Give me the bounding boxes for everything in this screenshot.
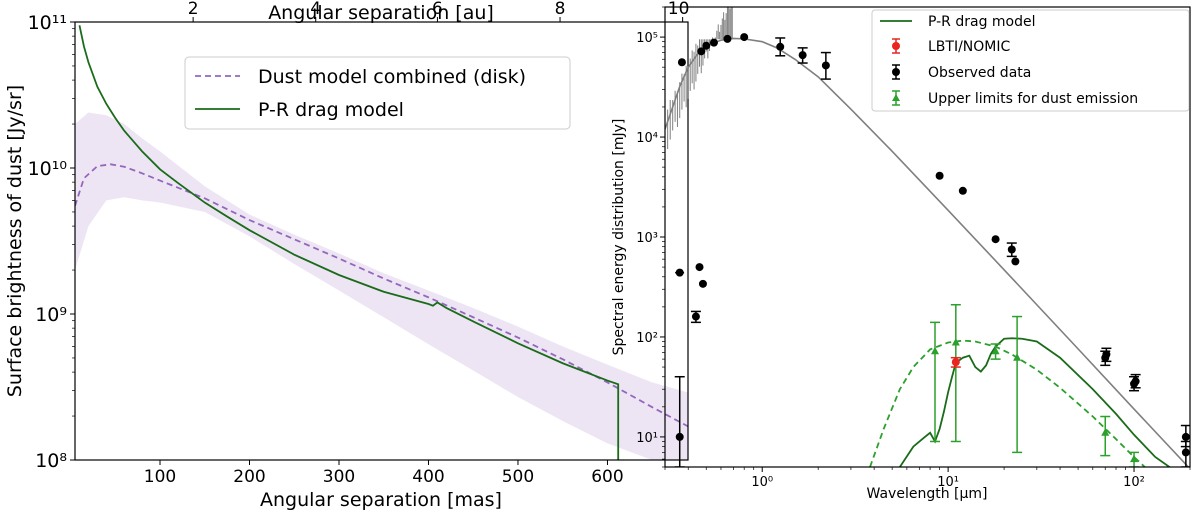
- left-y-tick-label: 10⁹: [35, 304, 67, 326]
- right-ticks: 10⁰ 10¹ 10² 10¹ 10² 10³ 10⁴ 10⁵: [636, 6, 1191, 490]
- upper-limits-model-line: [869, 339, 1147, 467]
- observed-point: [1101, 347, 1112, 363]
- right-y-tick-label: 10⁵: [636, 31, 658, 46]
- right-points-group: [674, 33, 1190, 467]
- legend-label-observed: Observed data: [928, 65, 1031, 81]
- upper-limit-point: [1012, 315, 1023, 454]
- left-axes-frame: [74, 21, 689, 461]
- observed-point: [723, 34, 732, 43]
- left-ticks: 100 200 300 400 500 600 2 4 6 8 10 10⁸ 10⁹ 10¹⁰ 10¹¹: [28, 0, 690, 487]
- legend-label-pr-drag: P-R drag model: [258, 99, 404, 121]
- right-y-axis-title: Spectral energy distribution [mJy]: [611, 119, 627, 356]
- observed-point: [740, 33, 749, 42]
- dust-band-area: [75, 112, 688, 460]
- observed-point: [697, 47, 706, 56]
- left-y-tick-label: 10¹⁰: [28, 158, 67, 180]
- legend-label-upper-limits: Upper limits for dust emission: [928, 91, 1138, 107]
- upper-limit-point: [1129, 451, 1140, 467]
- left-y-tick-label: 10⁸: [35, 450, 67, 472]
- right-series-group: [665, 7, 1190, 467]
- pr-drag-line-left: [78, 25, 620, 460]
- legend-label-dust-model: Dust model combined (disk): [258, 66, 526, 88]
- left-y-axis-title: Surface brightness of dust [Jy/sr]: [4, 85, 26, 397]
- left-x-tick-label: 100: [144, 467, 176, 487]
- left-chart: 100 200 300 400 500 600 2 4 6 8 10 10⁸ 10⁹ 10¹⁰ 10¹¹ D…: [4, 0, 689, 511]
- observed-point: [677, 58, 686, 67]
- upper-limit-point: [930, 321, 941, 443]
- left-top-tick-label: 2: [188, 0, 199, 19]
- left-legend: Dust model combined (disk) P-R drag mode…: [184, 56, 571, 130]
- observed-point: [702, 41, 711, 50]
- observed-point: [690, 310, 701, 324]
- legend-swatch-lbti: [892, 38, 900, 54]
- legend-label-pr-drag-right: P-R drag model: [928, 14, 1036, 30]
- lbti-point: [950, 356, 961, 368]
- observed-point: [935, 171, 944, 180]
- left-top-tick-label: 4: [310, 0, 321, 19]
- observed-point: [1130, 373, 1141, 389]
- right-x-tick-label: 10²: [1123, 475, 1145, 490]
- right-x-tick-label: 10¹: [937, 475, 959, 490]
- observed-point: [695, 263, 704, 272]
- observed-point: [1180, 440, 1190, 467]
- right-legend-box: [871, 9, 1190, 112]
- dust-model-line: [75, 163, 688, 428]
- observed-point: [698, 279, 707, 288]
- left-x-tick-label: 300: [323, 467, 355, 487]
- left-x-tick-label: 600: [591, 467, 623, 487]
- legend-label-lbti: LBTI/NOMIC: [928, 39, 1011, 55]
- observed-point: [674, 375, 685, 467]
- right-x-axis-title: Wavelength [μm]: [867, 486, 988, 502]
- right-y-tick-label: 10¹: [636, 431, 658, 446]
- left-legend-box: [184, 56, 571, 130]
- observed-point: [1011, 257, 1020, 266]
- observed-point: [820, 51, 831, 80]
- legend-swatch-upper-limits: [892, 90, 900, 106]
- left-top-tick-label: 6: [432, 0, 443, 19]
- observed-point: [991, 235, 1000, 244]
- upper-limit-point: [1100, 415, 1111, 457]
- legend-swatch-observed: [892, 64, 900, 80]
- stellar-photosphere-line: [665, 37, 1190, 467]
- left-top-axis-title: Angular separation [au]: [268, 2, 494, 24]
- observed-point: [958, 186, 967, 195]
- left-y-tick-label: 10¹¹: [28, 12, 67, 34]
- left-top-tick-label: 10: [668, 0, 690, 19]
- right-chart: 10⁰ 10¹ 10² 10¹ 10² 10³ 10⁴ 10⁵ P-R drag model …: [611, 6, 1191, 502]
- right-y-tick-label: 10³: [636, 231, 658, 246]
- right-y-tick-label: 10⁴: [636, 131, 658, 146]
- left-x-axis-title: Angular separation [mas]: [260, 489, 502, 511]
- observed-point: [675, 268, 685, 277]
- photosphere-noise: [665, 7, 733, 150]
- right-y-tick-label: 10²: [636, 331, 658, 346]
- right-legend: P-R drag model LBTI/NOMIC Observed data: [871, 9, 1190, 112]
- left-series-group: [75, 25, 688, 460]
- observed-point: [1006, 242, 1017, 258]
- left-x-tick-label: 400: [412, 467, 444, 487]
- observed-point: [775, 37, 786, 57]
- left-x-tick-label: 500: [502, 467, 534, 487]
- left-top-tick-label: 8: [555, 0, 566, 19]
- right-x-tick-label: 10⁰: [751, 475, 773, 490]
- upper-limit-point: [990, 343, 1001, 360]
- observed-point: [709, 38, 718, 47]
- upper-limit-point: [950, 303, 961, 443]
- left-x-tick-label: 200: [233, 467, 265, 487]
- observed-point: [797, 47, 808, 64]
- pr-drag-line-right: [899, 337, 1172, 467]
- dust-model-uncertainty-band: [75, 112, 688, 460]
